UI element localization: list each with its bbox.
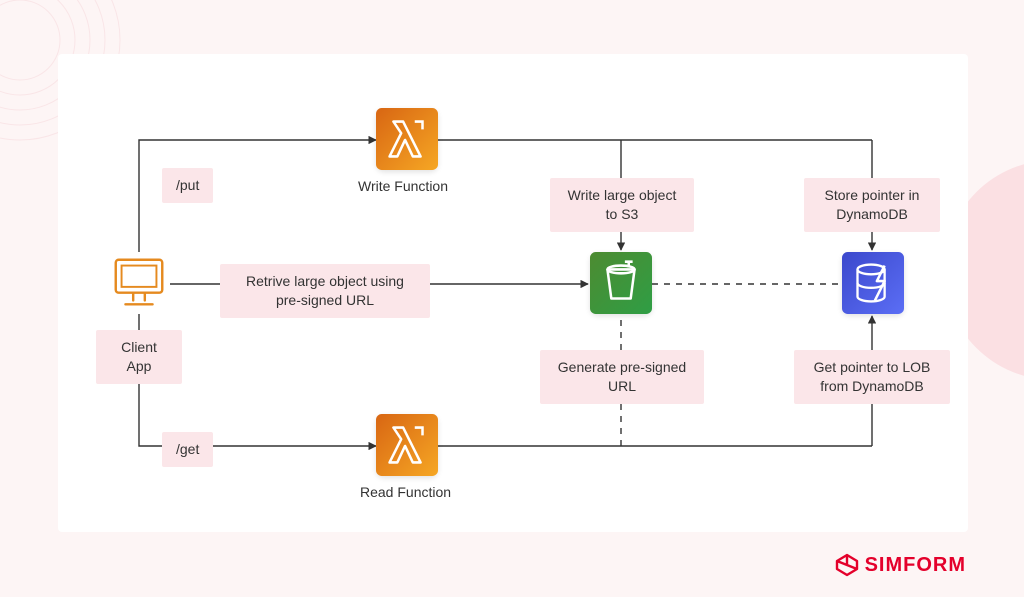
brand-logo: SIMFORM <box>835 553 966 577</box>
label-gen_url_label: Generate pre-signedURL <box>540 350 704 404</box>
dynamodb-icon <box>842 252 904 314</box>
label-put_label: /put <box>162 168 213 203</box>
dynamodb-node <box>842 252 904 314</box>
label-get_label: /get <box>162 432 213 467</box>
label-read_caption: Read Function <box>360 484 451 500</box>
lambda-icon <box>376 108 438 170</box>
s3-node <box>590 252 652 314</box>
computer-icon <box>108 252 170 314</box>
s3-icon <box>590 252 652 314</box>
label-retrieve_label: Retrive large object usingpre-signed URL <box>220 264 430 318</box>
client-node <box>108 252 170 314</box>
brand-icon <box>835 553 859 577</box>
brand-text: SIMFORM <box>865 554 966 577</box>
lambda-icon <box>376 414 438 476</box>
label-client_caption: Client App <box>96 330 182 384</box>
label-write_s3_label: Write large objectto S3 <box>550 178 694 232</box>
read_lambda-node <box>376 414 438 476</box>
label-write_caption: Write Function <box>358 178 448 194</box>
write_lambda-node <box>376 108 438 170</box>
label-get_ptr_label: Get pointer to LOBfrom DynamoDB <box>794 350 950 404</box>
label-store_ptr_label: Store pointer inDynamoDB <box>804 178 940 232</box>
